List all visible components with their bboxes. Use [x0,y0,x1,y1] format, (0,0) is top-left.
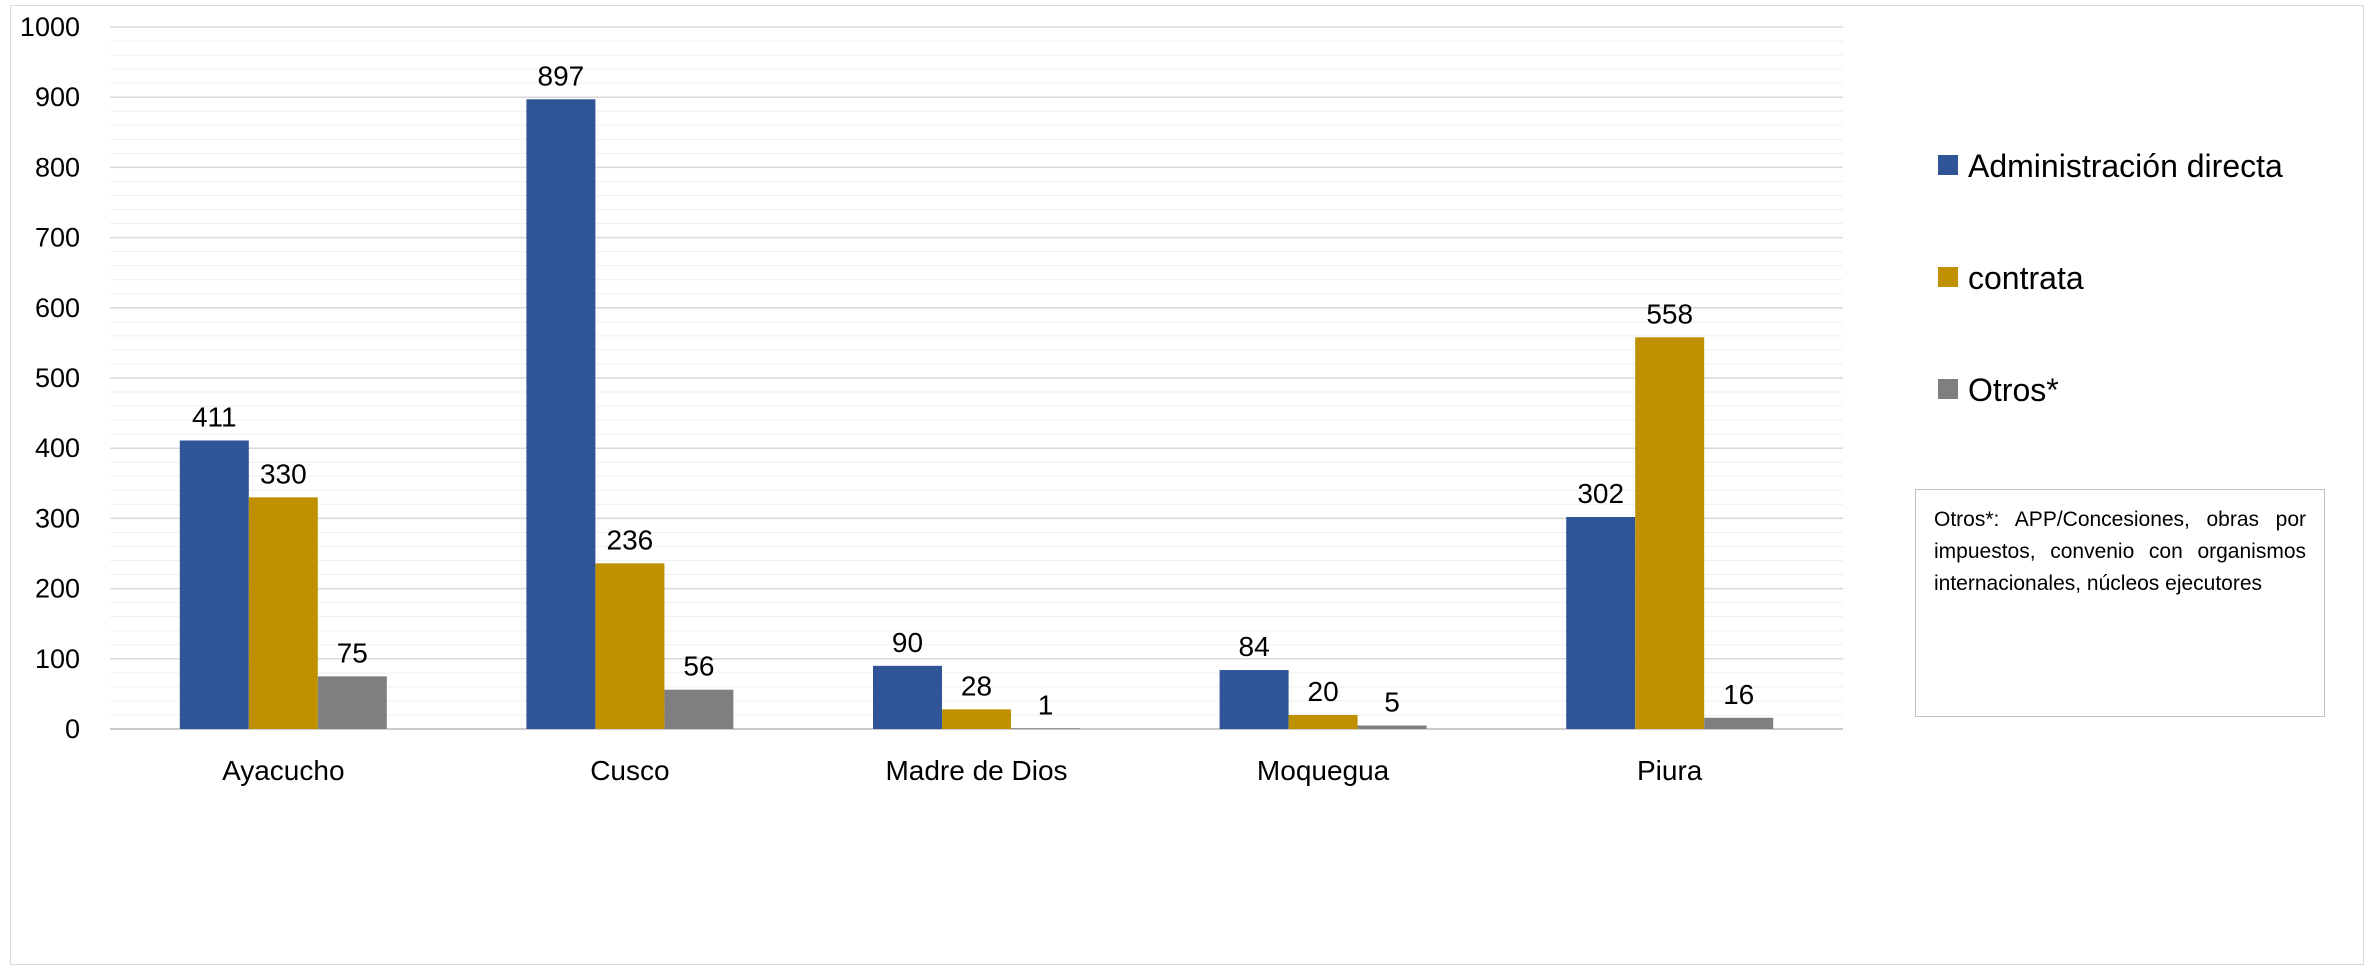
legend-label: Administración directa [1968,148,2283,184]
legend-swatch [1938,155,1958,175]
bar [179,440,249,729]
data-label: 558 [1646,298,1693,329]
data-label: 302 [1577,478,1624,509]
data-label: 411 [192,401,237,432]
footnote-text: Otros*: APP/Concesiones, obras por impue… [1934,508,2306,595]
data-label: 1 [1038,689,1054,720]
legend-label: contrata [1968,260,2084,296]
y-axis-ticks: 0 100 200 300 400 500 600 700 800 900 1000 [20,12,80,744]
x-category-label: Ayacucho [222,755,344,786]
x-axis-categories: Ayacucho Cusco Madre de Dios Moquegua Piura [222,755,1703,786]
y-tick-label: 500 [35,363,80,393]
gridlines [110,26,1843,730]
bar [664,689,734,729]
bar [595,563,665,729]
bar [526,99,596,729]
legend-swatch [1938,267,1958,287]
x-category-label: Cusco [590,755,669,786]
legend-swatch [1938,379,1958,399]
bar [1566,516,1636,729]
x-category-label: Moquegua [1257,755,1390,786]
bar [1704,717,1774,729]
bar [1288,714,1358,729]
x-category-label: Madre de Dios [885,755,1067,786]
data-label: 28 [961,670,992,701]
data-label: 75 [337,637,368,668]
y-tick-label: 1000 [20,12,80,42]
bar [248,497,318,729]
bar-chart: 0 100 200 300 400 500 600 700 800 900 1000 411 330 7… [20,12,2283,786]
bar [942,709,1011,729]
y-tick-label: 0 [65,714,80,744]
data-label: 16 [1723,679,1754,710]
y-tick-label: 600 [35,293,80,323]
y-tick-label: 400 [35,433,80,463]
footnote-box: Otros*: APP/Concesiones, obras por impue… [1915,489,2325,717]
data-label: 5 [1384,686,1400,717]
x-category-label: Piura [1637,755,1703,786]
data-label: 84 [1239,631,1270,662]
y-tick-label: 300 [35,503,80,533]
bar [317,676,387,729]
bars [179,99,1774,729]
y-tick-label: 800 [35,152,80,182]
bar [1011,728,1080,729]
legend: Administración directa contrata Otros* [1938,148,2283,408]
legend-label: Otros* [1968,372,2059,408]
data-label: 56 [683,651,714,682]
y-tick-label: 200 [35,574,80,604]
data-label: 90 [892,627,923,658]
data-label: 897 [538,60,585,91]
bar [1357,725,1427,729]
bar [1219,670,1289,729]
data-label: 330 [260,458,307,489]
bar [873,665,942,729]
y-tick-label: 100 [35,644,80,674]
data-label: 20 [1308,676,1339,707]
y-tick-label: 700 [35,223,80,253]
data-labels: 411 330 75 897 236 56 90 28 1 84 20 5 302 558 16 [192,60,1754,720]
data-label: 236 [607,524,654,555]
bar [1635,337,1705,729]
y-tick-label: 900 [35,82,80,112]
